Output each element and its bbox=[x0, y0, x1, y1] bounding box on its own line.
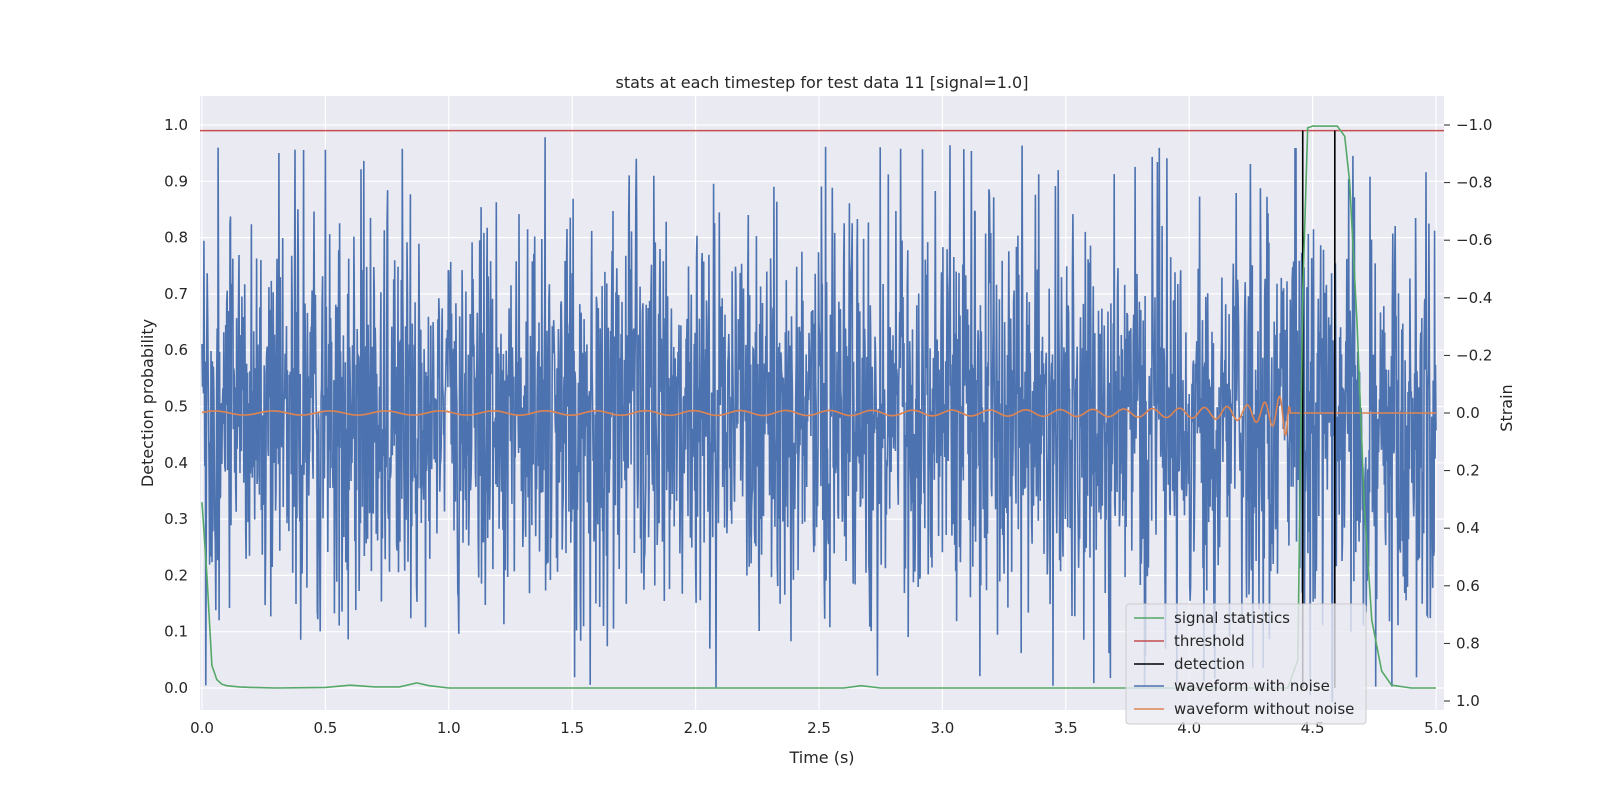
y-right-tick-label: 0.4 bbox=[1456, 519, 1480, 537]
y-right-tick-label: 0.6 bbox=[1456, 577, 1480, 595]
y-right-tick-label: 0.0 bbox=[1456, 404, 1480, 422]
x-tick-label: 3.0 bbox=[930, 719, 954, 737]
x-tick-label: 3.5 bbox=[1054, 719, 1078, 737]
legend-label-signal-statistics: signal statistics bbox=[1174, 609, 1290, 627]
x-tick-label: 1.5 bbox=[560, 719, 584, 737]
y-tick-label: 0.2 bbox=[164, 566, 188, 584]
x-tick-label: 5.0 bbox=[1424, 719, 1448, 737]
x-tick-label: 1.0 bbox=[437, 719, 461, 737]
y-tick-label: 1.0 bbox=[164, 116, 188, 134]
x-tick-label: 0.0 bbox=[190, 719, 214, 737]
y-tick-label: 0.6 bbox=[164, 341, 188, 359]
x-axis-label: Time (s) bbox=[788, 748, 854, 767]
y-tick-label: 0.1 bbox=[164, 623, 188, 641]
x-tick-label: 2.0 bbox=[684, 719, 708, 737]
legend-label-detection: detection bbox=[1174, 655, 1245, 673]
signal-statistics-line bbox=[201, 125, 1436, 689]
y-axis-right-label: Strain bbox=[1497, 384, 1516, 431]
y-tick-label: 0.0 bbox=[164, 679, 188, 697]
y-right-tick-label: 0.8 bbox=[1456, 634, 1480, 652]
x-tick-label: 0.5 bbox=[313, 719, 337, 737]
legend: signal statistics threshold detection wa… bbox=[1125, 603, 1367, 725]
y-right-tick-label: −0.2 bbox=[1456, 346, 1492, 364]
y-tick-label: 0.3 bbox=[164, 510, 188, 528]
y-right-tick-label: 1.0 bbox=[1456, 692, 1480, 710]
y-axis-label: Detection probability bbox=[138, 319, 157, 487]
legend-label-threshold: threshold bbox=[1174, 632, 1245, 650]
y-right-tick-label: −0.6 bbox=[1456, 231, 1492, 249]
detection-lines bbox=[1301, 130, 1336, 688]
waveform-without-noise-line bbox=[201, 395, 1436, 436]
y-right-tick-label: 0.2 bbox=[1456, 462, 1480, 480]
y-right-tick-label: −0.8 bbox=[1456, 174, 1492, 192]
y-tick-label: 0.5 bbox=[164, 398, 188, 416]
legend-box bbox=[1125, 603, 1367, 725]
x-tick-label: 2.5 bbox=[807, 719, 831, 737]
legend-label-waveform-without-noise: waveform without noise bbox=[1174, 700, 1354, 718]
y-right-tick-label: −1.0 bbox=[1456, 116, 1492, 134]
y-tick-label: 0.4 bbox=[164, 454, 188, 472]
y-axis-left: 0.0 0.1 0.2 0.3 0.4 0.5 0.6 0.7 0.8 0.9 1.0 bbox=[164, 116, 188, 697]
chart-title: stats at each timestep for test data 11 … bbox=[616, 73, 1029, 92]
y-tick-label: 0.9 bbox=[164, 172, 188, 190]
y-right-tick-label: −0.4 bbox=[1456, 289, 1492, 307]
y-tick-label: 0.7 bbox=[164, 285, 188, 303]
legend-label-waveform-with-noise: waveform with noise bbox=[1174, 677, 1330, 695]
waveform-with-noise-line bbox=[201, 137, 1437, 702]
y-tick-label: 0.8 bbox=[164, 229, 188, 247]
y-axis-right: −1.0 −0.8 −0.6 −0.4 −0.2 0.0 0.2 0.4 0.6 0.8 1.0 bbox=[1444, 116, 1492, 710]
